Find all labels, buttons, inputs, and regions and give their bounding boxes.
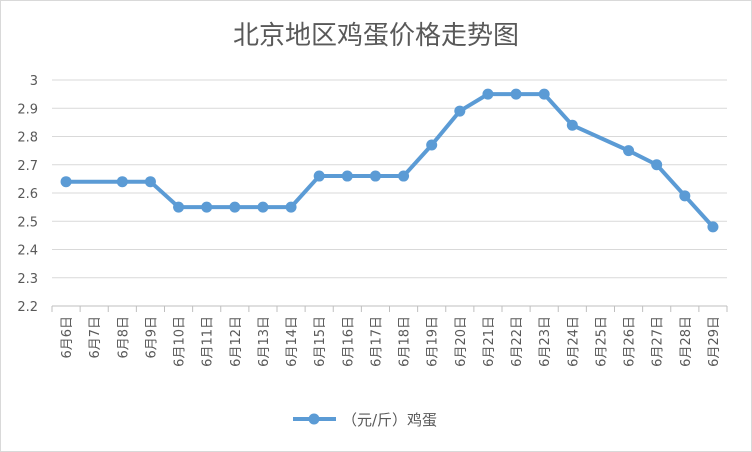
x-axis — [51, 305, 728, 312]
data-point — [285, 201, 297, 213]
x-tick-label: 6月24日 — [566, 316, 581, 367]
x-tick-label: 6月14日 — [285, 316, 300, 367]
data-point — [454, 105, 466, 117]
data-point — [510, 88, 522, 100]
data-point — [201, 201, 213, 213]
data-point — [60, 176, 72, 188]
data-point — [566, 119, 578, 131]
x-tick-label: 6月17日 — [369, 316, 384, 367]
data-point — [313, 170, 325, 182]
x-tick-label: 6月19日 — [426, 316, 441, 367]
x-tick-label: 6月7日 — [88, 316, 103, 359]
data-point — [538, 88, 550, 100]
x-tick-label: 6月15日 — [313, 316, 328, 367]
data-point — [116, 176, 128, 188]
chart-title: 北京地区鸡蛋价格走势图 — [233, 21, 519, 51]
x-tick-label: 6月29日 — [707, 316, 722, 367]
x-axis-ticks: 6月6日 6月7日 6月8日 6月9日 6月10日 6月11日 6月12日 6月13日 6月14… — [60, 316, 722, 367]
x-tick-label: 6月26日 — [623, 316, 638, 367]
data-point — [229, 201, 241, 213]
y-tick-label: 3 — [30, 74, 38, 89]
data-point — [398, 170, 410, 182]
y-tick-label: 2.9 — [17, 102, 38, 117]
data-point — [482, 88, 494, 100]
x-tick-label: 6月9日 — [144, 316, 159, 359]
legend-label: （元/斤）鸡蛋 — [342, 411, 437, 429]
series-line — [64, 92, 715, 229]
x-tick-label: 6月23日 — [538, 316, 553, 367]
data-point — [426, 139, 438, 151]
x-tick-label: 6月10日 — [173, 316, 188, 367]
y-tick-label: 2.4 — [17, 244, 38, 259]
x-tick-label: 6月13日 — [257, 316, 272, 367]
data-point — [679, 190, 691, 202]
x-tick-label: 6月21日 — [482, 316, 497, 367]
y-tick-label: 2.3 — [17, 272, 38, 287]
data-point — [257, 201, 269, 213]
y-tick-label: 2.7 — [17, 159, 38, 174]
y-axis-ticks: 2.2 2.3 2.4 2.5 2.6 2.7 2.8 2.9 3 — [17, 74, 38, 315]
x-tick-label: 6月28日 — [679, 316, 694, 367]
x-tick-label: 6月20日 — [454, 316, 469, 367]
y-tick-label: 2.6 — [17, 187, 38, 202]
x-tick-label: 6月6日 — [60, 316, 75, 359]
x-tick-label: 6月12日 — [229, 316, 244, 367]
gridlines — [52, 79, 727, 279]
x-tick-label: 6月11日 — [201, 316, 216, 367]
data-point — [173, 201, 185, 213]
data-point — [341, 170, 353, 182]
x-tick-label: 6月8日 — [116, 316, 131, 359]
data-point — [144, 176, 156, 188]
x-tick-label: 6月16日 — [341, 316, 356, 367]
series-egg-price — [60, 88, 719, 233]
x-tick-label: 6月22日 — [510, 316, 525, 367]
data-point — [651, 159, 663, 171]
x-tick-label: 6月25日 — [594, 316, 609, 367]
y-tick-label: 2.5 — [17, 215, 38, 230]
data-point — [707, 221, 719, 233]
data-point — [369, 170, 381, 182]
legend-marker — [308, 413, 320, 425]
x-tick-label: 6月27日 — [651, 316, 666, 367]
x-tick-label: 6月18日 — [398, 316, 413, 367]
data-point — [623, 145, 635, 157]
y-tick-label: 2.2 — [17, 300, 38, 315]
legend: （元/斤）鸡蛋 — [293, 411, 437, 429]
y-tick-label: 2.8 — [17, 131, 38, 146]
